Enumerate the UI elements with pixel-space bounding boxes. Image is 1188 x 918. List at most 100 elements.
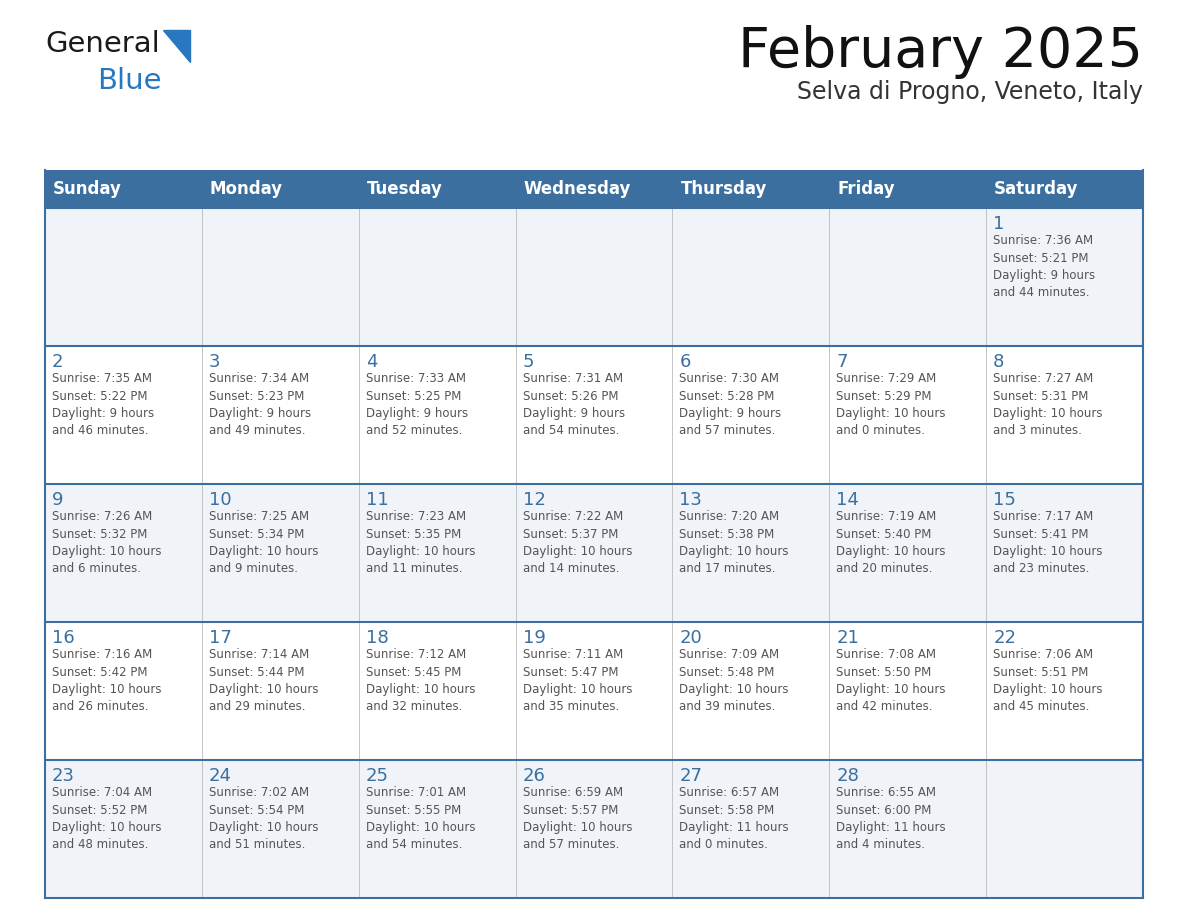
Bar [516,484,672,622]
Text: Sunrise: 7:08 AM
Sunset: 5:50 PM
Daylight: 10 hours
and 42 minutes.: Sunrise: 7:08 AM Sunset: 5:50 PM Dayligh… [836,648,946,713]
Polygon shape [163,30,190,62]
Text: Sunrise: 7:35 AM
Sunset: 5:22 PM
Daylight: 9 hours
and 46 minutes.: Sunrise: 7:35 AM Sunset: 5:22 PM Dayligh… [52,372,154,438]
Text: Tuesday: Tuesday [367,180,443,198]
Bar [359,760,516,898]
Text: Sunrise: 7:19 AM
Sunset: 5:40 PM
Daylight: 10 hours
and 20 minutes.: Sunrise: 7:19 AM Sunset: 5:40 PM Dayligh… [836,510,946,576]
Bar [829,622,986,760]
Text: Sunrise: 7:02 AM
Sunset: 5:54 PM
Daylight: 10 hours
and 51 minutes.: Sunrise: 7:02 AM Sunset: 5:54 PM Dayligh… [209,786,318,852]
Text: Sunrise: 7:34 AM
Sunset: 5:23 PM
Daylight: 9 hours
and 49 minutes.: Sunrise: 7:34 AM Sunset: 5:23 PM Dayligh… [209,372,311,438]
Bar [45,622,202,760]
Text: 23: 23 [52,767,75,785]
Bar [986,760,1143,898]
Bar [986,170,1143,208]
Text: Sunrise: 7:11 AM
Sunset: 5:47 PM
Daylight: 10 hours
and 35 minutes.: Sunrise: 7:11 AM Sunset: 5:47 PM Dayligh… [523,648,632,713]
Text: 11: 11 [366,491,388,509]
Text: Friday: Friday [838,180,895,198]
Text: 27: 27 [680,767,702,785]
Text: Sunrise: 7:22 AM
Sunset: 5:37 PM
Daylight: 10 hours
and 14 minutes.: Sunrise: 7:22 AM Sunset: 5:37 PM Dayligh… [523,510,632,576]
Bar [829,346,986,484]
Bar [672,346,829,484]
Bar [672,208,829,346]
Text: Sunrise: 7:31 AM
Sunset: 5:26 PM
Daylight: 9 hours
and 54 minutes.: Sunrise: 7:31 AM Sunset: 5:26 PM Dayligh… [523,372,625,438]
Text: 14: 14 [836,491,859,509]
Text: Sunrise: 7:20 AM
Sunset: 5:38 PM
Daylight: 10 hours
and 17 minutes.: Sunrise: 7:20 AM Sunset: 5:38 PM Dayligh… [680,510,789,576]
Bar [45,170,202,208]
Text: 26: 26 [523,767,545,785]
Text: Sunrise: 7:36 AM
Sunset: 5:21 PM
Daylight: 9 hours
and 44 minutes.: Sunrise: 7:36 AM Sunset: 5:21 PM Dayligh… [993,234,1095,299]
Text: 15: 15 [993,491,1016,509]
Bar [672,622,829,760]
Text: Sunrise: 7:06 AM
Sunset: 5:51 PM
Daylight: 10 hours
and 45 minutes.: Sunrise: 7:06 AM Sunset: 5:51 PM Dayligh… [993,648,1102,713]
Bar [829,208,986,346]
Bar [202,170,359,208]
Text: Sunrise: 7:26 AM
Sunset: 5:32 PM
Daylight: 10 hours
and 6 minutes.: Sunrise: 7:26 AM Sunset: 5:32 PM Dayligh… [52,510,162,576]
Bar [202,208,359,346]
Text: Sunrise: 7:14 AM
Sunset: 5:44 PM
Daylight: 10 hours
and 29 minutes.: Sunrise: 7:14 AM Sunset: 5:44 PM Dayligh… [209,648,318,713]
Text: 10: 10 [209,491,232,509]
Text: Sunrise: 7:01 AM
Sunset: 5:55 PM
Daylight: 10 hours
and 54 minutes.: Sunrise: 7:01 AM Sunset: 5:55 PM Dayligh… [366,786,475,852]
Bar [516,208,672,346]
Bar [829,170,986,208]
Bar [516,760,672,898]
Bar [45,484,202,622]
Bar [829,760,986,898]
Text: Blue: Blue [97,67,162,95]
Text: 19: 19 [523,629,545,647]
Text: Sunrise: 7:16 AM
Sunset: 5:42 PM
Daylight: 10 hours
and 26 minutes.: Sunrise: 7:16 AM Sunset: 5:42 PM Dayligh… [52,648,162,713]
Text: 2: 2 [52,353,63,371]
Text: Sunrise: 7:27 AM
Sunset: 5:31 PM
Daylight: 10 hours
and 3 minutes.: Sunrise: 7:27 AM Sunset: 5:31 PM Dayligh… [993,372,1102,438]
Bar [202,760,359,898]
Bar [359,484,516,622]
Text: 3: 3 [209,353,220,371]
Text: Sunrise: 6:55 AM
Sunset: 6:00 PM
Daylight: 11 hours
and 4 minutes.: Sunrise: 6:55 AM Sunset: 6:00 PM Dayligh… [836,786,946,852]
Text: Sunrise: 7:23 AM
Sunset: 5:35 PM
Daylight: 10 hours
and 11 minutes.: Sunrise: 7:23 AM Sunset: 5:35 PM Dayligh… [366,510,475,576]
Bar [986,208,1143,346]
Text: 6: 6 [680,353,690,371]
Text: Sunrise: 7:30 AM
Sunset: 5:28 PM
Daylight: 9 hours
and 57 minutes.: Sunrise: 7:30 AM Sunset: 5:28 PM Dayligh… [680,372,782,438]
Text: 20: 20 [680,629,702,647]
Text: 4: 4 [366,353,378,371]
Bar [986,622,1143,760]
Bar [986,346,1143,484]
Bar [672,170,829,208]
Bar [516,622,672,760]
Bar [829,484,986,622]
Bar [45,208,202,346]
Text: Wednesday: Wednesday [524,180,631,198]
Text: Sunrise: 7:04 AM
Sunset: 5:52 PM
Daylight: 10 hours
and 48 minutes.: Sunrise: 7:04 AM Sunset: 5:52 PM Dayligh… [52,786,162,852]
Bar [202,484,359,622]
Text: 25: 25 [366,767,388,785]
Text: 21: 21 [836,629,859,647]
Text: Sunrise: 7:12 AM
Sunset: 5:45 PM
Daylight: 10 hours
and 32 minutes.: Sunrise: 7:12 AM Sunset: 5:45 PM Dayligh… [366,648,475,713]
Text: 17: 17 [209,629,232,647]
Text: 16: 16 [52,629,75,647]
Text: Sunrise: 7:17 AM
Sunset: 5:41 PM
Daylight: 10 hours
and 23 minutes.: Sunrise: 7:17 AM Sunset: 5:41 PM Dayligh… [993,510,1102,576]
Text: Sunrise: 6:59 AM
Sunset: 5:57 PM
Daylight: 10 hours
and 57 minutes.: Sunrise: 6:59 AM Sunset: 5:57 PM Dayligh… [523,786,632,852]
Text: Sunrise: 7:25 AM
Sunset: 5:34 PM
Daylight: 10 hours
and 9 minutes.: Sunrise: 7:25 AM Sunset: 5:34 PM Dayligh… [209,510,318,576]
Text: 1: 1 [993,215,1005,233]
Text: Sunrise: 7:29 AM
Sunset: 5:29 PM
Daylight: 10 hours
and 0 minutes.: Sunrise: 7:29 AM Sunset: 5:29 PM Dayligh… [836,372,946,438]
Text: February 2025: February 2025 [738,25,1143,79]
Text: 9: 9 [52,491,63,509]
Text: Sunrise: 7:09 AM
Sunset: 5:48 PM
Daylight: 10 hours
and 39 minutes.: Sunrise: 7:09 AM Sunset: 5:48 PM Dayligh… [680,648,789,713]
Text: 12: 12 [523,491,545,509]
Text: Saturday: Saturday [994,180,1079,198]
Bar [359,346,516,484]
Text: 8: 8 [993,353,1005,371]
Text: 18: 18 [366,629,388,647]
Text: 28: 28 [836,767,859,785]
Bar [202,622,359,760]
Bar [516,170,672,208]
Text: Monday: Monday [210,180,283,198]
Text: Sunday: Sunday [53,180,122,198]
Text: 13: 13 [680,491,702,509]
Bar [45,346,202,484]
Bar [359,208,516,346]
Text: Thursday: Thursday [681,180,766,198]
Bar [45,760,202,898]
Bar [359,622,516,760]
Bar [516,346,672,484]
Bar [672,484,829,622]
Bar [359,170,516,208]
Bar [986,484,1143,622]
